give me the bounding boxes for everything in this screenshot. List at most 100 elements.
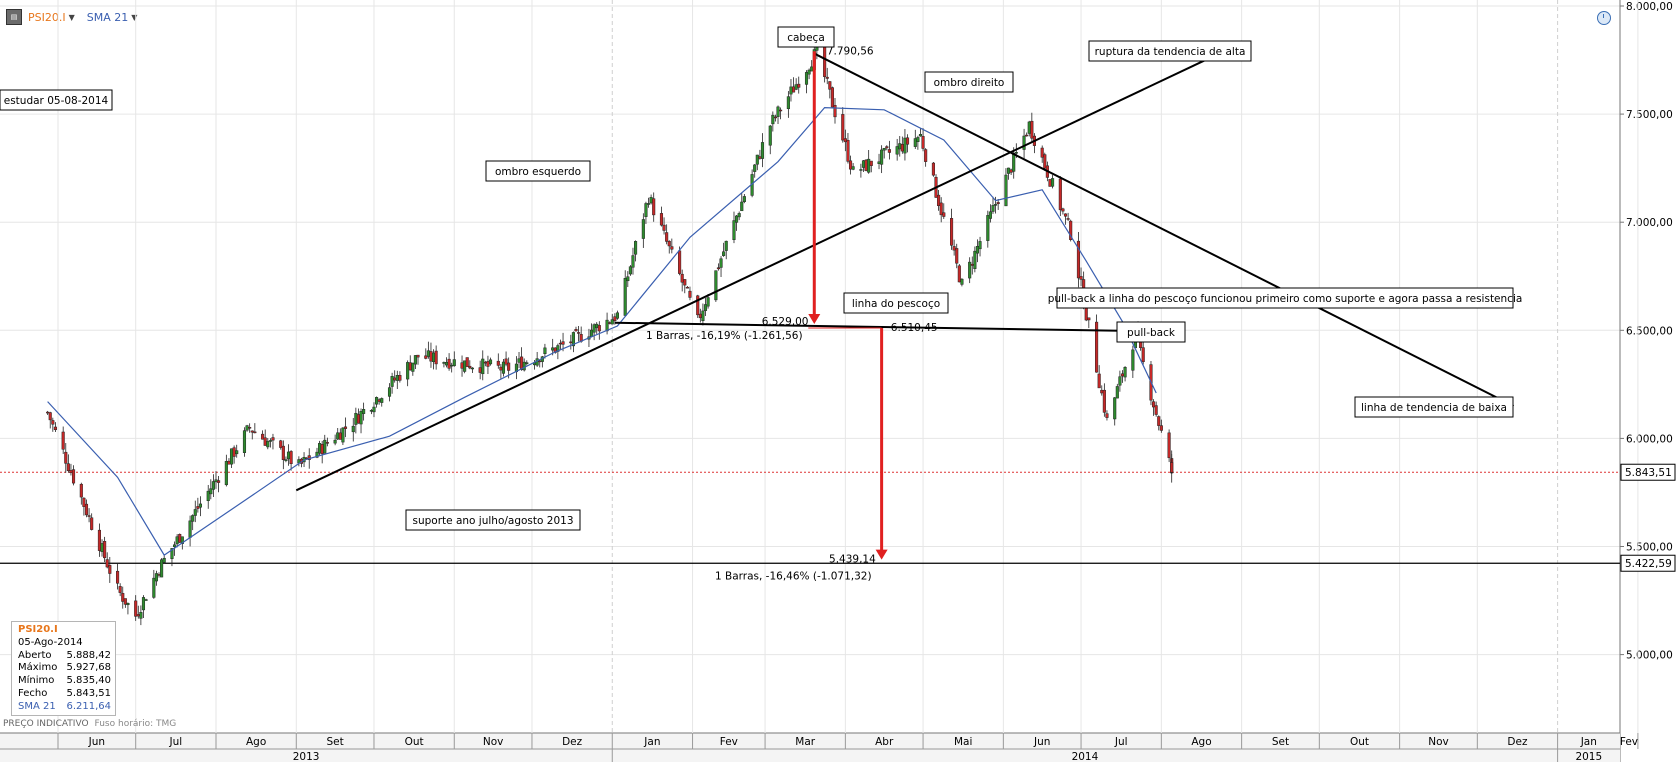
candle xyxy=(1051,178,1055,187)
timezone-note: Fuso horário: TMG xyxy=(94,719,177,729)
candle xyxy=(393,377,397,381)
candle xyxy=(87,515,91,517)
target-level-label-box xyxy=(1620,554,1676,572)
neckline xyxy=(614,321,1159,333)
indicator-selector[interactable]: SMA 21 ▼ xyxy=(87,11,138,24)
candle xyxy=(354,412,358,425)
info-panel: PSI20.I 05-Ago-2014 Aberto 5.888,42 Máxim… xyxy=(11,621,116,716)
candle xyxy=(543,347,547,354)
candle xyxy=(69,470,73,474)
candle xyxy=(703,304,708,311)
neckline-left-value-label: 6.529,00 xyxy=(762,316,809,328)
candle xyxy=(670,246,674,250)
info-row-value: 5.835,40 xyxy=(66,675,111,687)
info-row-value: 5.888,42 xyxy=(66,649,111,661)
x-month-label: Jun xyxy=(88,736,105,748)
candle xyxy=(659,213,664,226)
candle xyxy=(390,376,394,387)
current-price-label: 5.843,51 xyxy=(1625,467,1672,479)
candle xyxy=(51,420,55,425)
candle xyxy=(1157,416,1161,426)
candle xyxy=(758,156,762,159)
candle xyxy=(789,86,793,95)
candle xyxy=(429,351,433,362)
candle xyxy=(924,149,928,162)
candle xyxy=(714,270,718,301)
candle xyxy=(807,69,811,75)
candle xyxy=(160,559,164,578)
candle xyxy=(742,196,746,202)
candle xyxy=(988,211,992,219)
note-pull-back-box xyxy=(1116,321,1186,343)
candle xyxy=(641,219,645,239)
symbol-selector[interactable]: PSI20.I ▼ xyxy=(28,11,75,24)
candle xyxy=(615,312,619,319)
candle xyxy=(180,536,184,544)
candle xyxy=(804,72,809,85)
candle xyxy=(646,203,651,205)
candle xyxy=(103,541,107,559)
candle xyxy=(84,503,89,516)
candle xyxy=(356,414,360,424)
candle xyxy=(100,543,104,553)
candle xyxy=(975,246,980,254)
candle xyxy=(375,397,379,405)
candle xyxy=(939,202,943,216)
candle xyxy=(281,445,285,461)
note-ruptura: ruptura da tendencia de alta xyxy=(1095,46,1246,58)
candle xyxy=(1120,373,1125,377)
x-year-label: 2015 xyxy=(1575,751,1602,762)
sma-21-line xyxy=(47,106,1157,556)
candle xyxy=(333,439,337,444)
candle xyxy=(634,241,638,255)
candle xyxy=(771,114,775,125)
x-month-label: Mar xyxy=(795,736,815,748)
candle xyxy=(408,362,412,371)
candle xyxy=(846,140,850,162)
candle xyxy=(631,255,635,268)
candle xyxy=(488,359,493,365)
candle xyxy=(1022,135,1026,150)
candle xyxy=(569,341,573,344)
candle xyxy=(737,213,741,218)
x-month-label: Dez xyxy=(562,736,583,748)
x-month-label: Ago xyxy=(246,736,266,748)
candle xyxy=(266,441,270,448)
candle xyxy=(250,430,254,433)
candle xyxy=(359,411,363,425)
candle xyxy=(955,248,959,264)
candle xyxy=(719,258,723,268)
chart-settings-icon[interactable]: ▤ xyxy=(6,9,22,25)
candle xyxy=(994,204,998,206)
candle xyxy=(753,164,757,172)
candle xyxy=(61,431,65,450)
note-suporte-box xyxy=(405,509,581,531)
candle xyxy=(610,319,614,325)
candle xyxy=(1069,220,1073,240)
clock-icon[interactable] xyxy=(1597,11,1611,25)
candle xyxy=(848,160,853,170)
candle xyxy=(797,83,801,88)
candle xyxy=(465,357,469,367)
candle xyxy=(341,427,345,443)
candle xyxy=(1141,347,1145,362)
candle xyxy=(478,367,482,373)
candle xyxy=(1170,462,1174,473)
candle xyxy=(452,359,456,367)
candle xyxy=(395,375,399,381)
candle xyxy=(597,325,601,332)
candle xyxy=(525,362,529,364)
candle xyxy=(434,350,438,365)
note-linha-pescoco-box xyxy=(843,292,949,314)
candle xyxy=(79,483,83,498)
candle xyxy=(444,362,449,366)
info-row: Mínimo 5.835,40 xyxy=(18,675,111,688)
candle xyxy=(851,166,855,170)
candle xyxy=(1014,152,1018,154)
candle xyxy=(413,355,417,365)
x-month-label: Jun xyxy=(1033,736,1050,748)
x-month-label: Dez xyxy=(1507,736,1528,748)
candle xyxy=(499,366,503,371)
note-ombro-esquerdo: ombro esquerdo xyxy=(495,166,581,178)
